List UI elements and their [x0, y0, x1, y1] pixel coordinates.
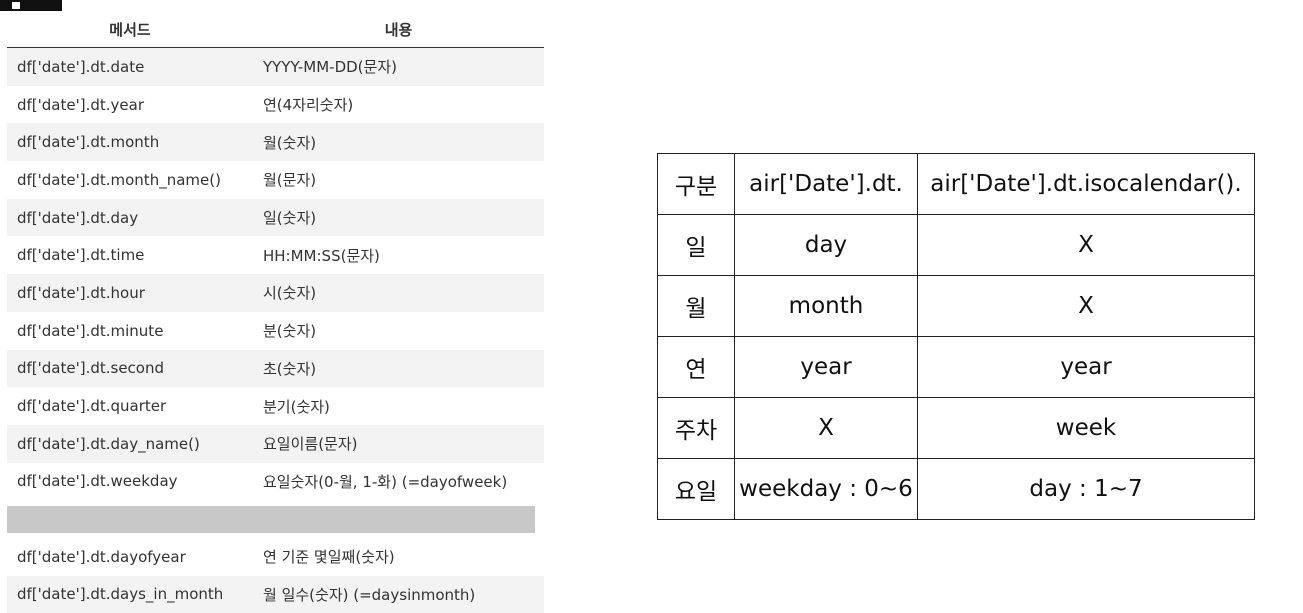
- compare-row: 요일 weekday : 0~6 day : 1~7: [657, 458, 1255, 520]
- method-table: 메서드 내용 df['date'].dt.date YYYY-MM-DD(문자)…: [7, 11, 544, 613]
- method-cell: df['date'].dt.quarter: [17, 397, 167, 416]
- method-cell: df['date'].dt.date: [7, 47, 253, 86]
- table-row: df['date'].dt.weekday 요일숫자(0-월, 1-화) (=d…: [7, 463, 544, 501]
- header-content: 내용: [253, 11, 544, 48]
- desc-cell: HH:MM:SS(문자): [263, 246, 380, 265]
- method-cell: df['date'].dt.month: [7, 123, 253, 162]
- desc-cell: 요일숫자(0-월, 1-화) (=dayofweek): [263, 472, 508, 491]
- compare-cell: year: [917, 336, 1255, 398]
- table-row: df['date'].dt.date YYYY-MM-DD(문자): [7, 47, 544, 86]
- table-row: df['date'].dt.days_in_month 월 일수(숫자) (=d…: [7, 575, 544, 613]
- compare-header-cell: 구분: [657, 153, 735, 215]
- gap-cell: [7, 500, 544, 538]
- compare-cell: X: [734, 397, 918, 459]
- gap-row: [7, 500, 544, 538]
- desc-cell: 월 일수(숫자) (=daysinmonth): [253, 575, 544, 613]
- method-cell: df['date'].dt.month_name(): [17, 170, 221, 189]
- table-row: df['date'].dt.day 일(숫자): [7, 198, 544, 237]
- compare-cell: X: [917, 275, 1255, 337]
- compare-cell: 주차: [657, 397, 735, 459]
- method-cell: df['date'].dt.year: [17, 95, 144, 114]
- compare-cell: X: [917, 214, 1255, 276]
- compare-cell: 연: [657, 336, 735, 398]
- method-cell: df['date'].dt.dayofyear: [17, 547, 186, 566]
- method-cell: df['date'].dt.second: [7, 349, 253, 388]
- compare-row: 연 year year: [657, 336, 1255, 398]
- table-row: df['date'].dt.year 연(4자리숫자): [7, 86, 544, 124]
- compare-header-row: 구분 air['Date'].dt. air['Date'].dt.isocal…: [657, 153, 1255, 215]
- method-table-header: 메서드 내용: [7, 11, 544, 48]
- desc-cell: 분(숫자): [263, 322, 317, 341]
- table-row: df['date'].dt.hour 시(숫자): [7, 274, 544, 312]
- compare-header-cell: air['Date'].dt.isocalendar().: [917, 153, 1255, 215]
- compare-cell: month: [734, 275, 918, 337]
- compare-cell: day: [734, 214, 918, 276]
- desc-cell: 연(4자리숫자): [263, 96, 354, 115]
- compare-cell: weekday : 0~6: [734, 458, 918, 520]
- method-cell: df['date'].dt.day: [7, 198, 253, 237]
- compare-cell: year: [734, 336, 918, 398]
- gray-bar: [7, 505, 535, 533]
- table-row: df['date'].dt.quarter 분기(숫자): [7, 387, 544, 425]
- compare-cell: week: [917, 397, 1255, 459]
- compare-table: 구분 air['Date'].dt. air['Date'].dt.isocal…: [657, 153, 1255, 520]
- desc-cell: 초(숫자): [253, 349, 544, 388]
- method-cell: df['date'].dt.weekday: [17, 472, 178, 491]
- method-cell: df['date'].dt.days_in_month: [7, 575, 253, 613]
- table-row: df['date'].dt.minute 분(숫자): [7, 312, 544, 350]
- desc-cell: 연 기준 몇일째(숫자): [263, 548, 395, 567]
- desc-cell: 분기(숫자): [263, 397, 330, 416]
- table-row: df['date'].dt.second 초(숫자): [7, 349, 544, 388]
- table-row: df['date'].dt.time HH:MM:SS(문자): [7, 236, 544, 274]
- compare-row: 일 day X: [657, 214, 1255, 276]
- compare-cell: 일: [657, 214, 735, 276]
- compare-cell: 요일: [657, 458, 735, 520]
- compare-cell: day : 1~7: [917, 458, 1255, 520]
- method-cell: df['date'].dt.day_name(): [7, 424, 253, 463]
- header-method: 메서드: [7, 11, 253, 48]
- desc-cell: YYYY-MM-DD(문자): [253, 47, 544, 86]
- desc-cell: 월(문자): [263, 171, 317, 190]
- desc-cell: 요일이름(문자): [253, 424, 544, 463]
- compare-row: 월 month X: [657, 275, 1255, 337]
- compare-row: 주차 X week: [657, 397, 1255, 459]
- compare-cell: 월: [657, 275, 735, 337]
- table-row: df['date'].dt.month 월(숫자): [7, 123, 544, 162]
- method-cell: df['date'].dt.hour: [7, 274, 253, 312]
- desc-cell: 시(숫자): [253, 274, 544, 312]
- table-row: df['date'].dt.month_name() 월(문자): [7, 161, 544, 199]
- desc-cell: 일(숫자): [253, 198, 544, 237]
- table-row: df['date'].dt.dayofyear 연 기준 몇일째(숫자): [7, 538, 544, 576]
- table-row: df['date'].dt.day_name() 요일이름(문자): [7, 424, 544, 463]
- method-cell: df['date'].dt.minute: [17, 321, 164, 340]
- desc-cell: 월(숫자): [253, 123, 544, 162]
- method-cell: df['date'].dt.time: [17, 246, 145, 265]
- compare-header-cell: air['Date'].dt.: [734, 153, 918, 215]
- corner-mark: [0, 0, 62, 11]
